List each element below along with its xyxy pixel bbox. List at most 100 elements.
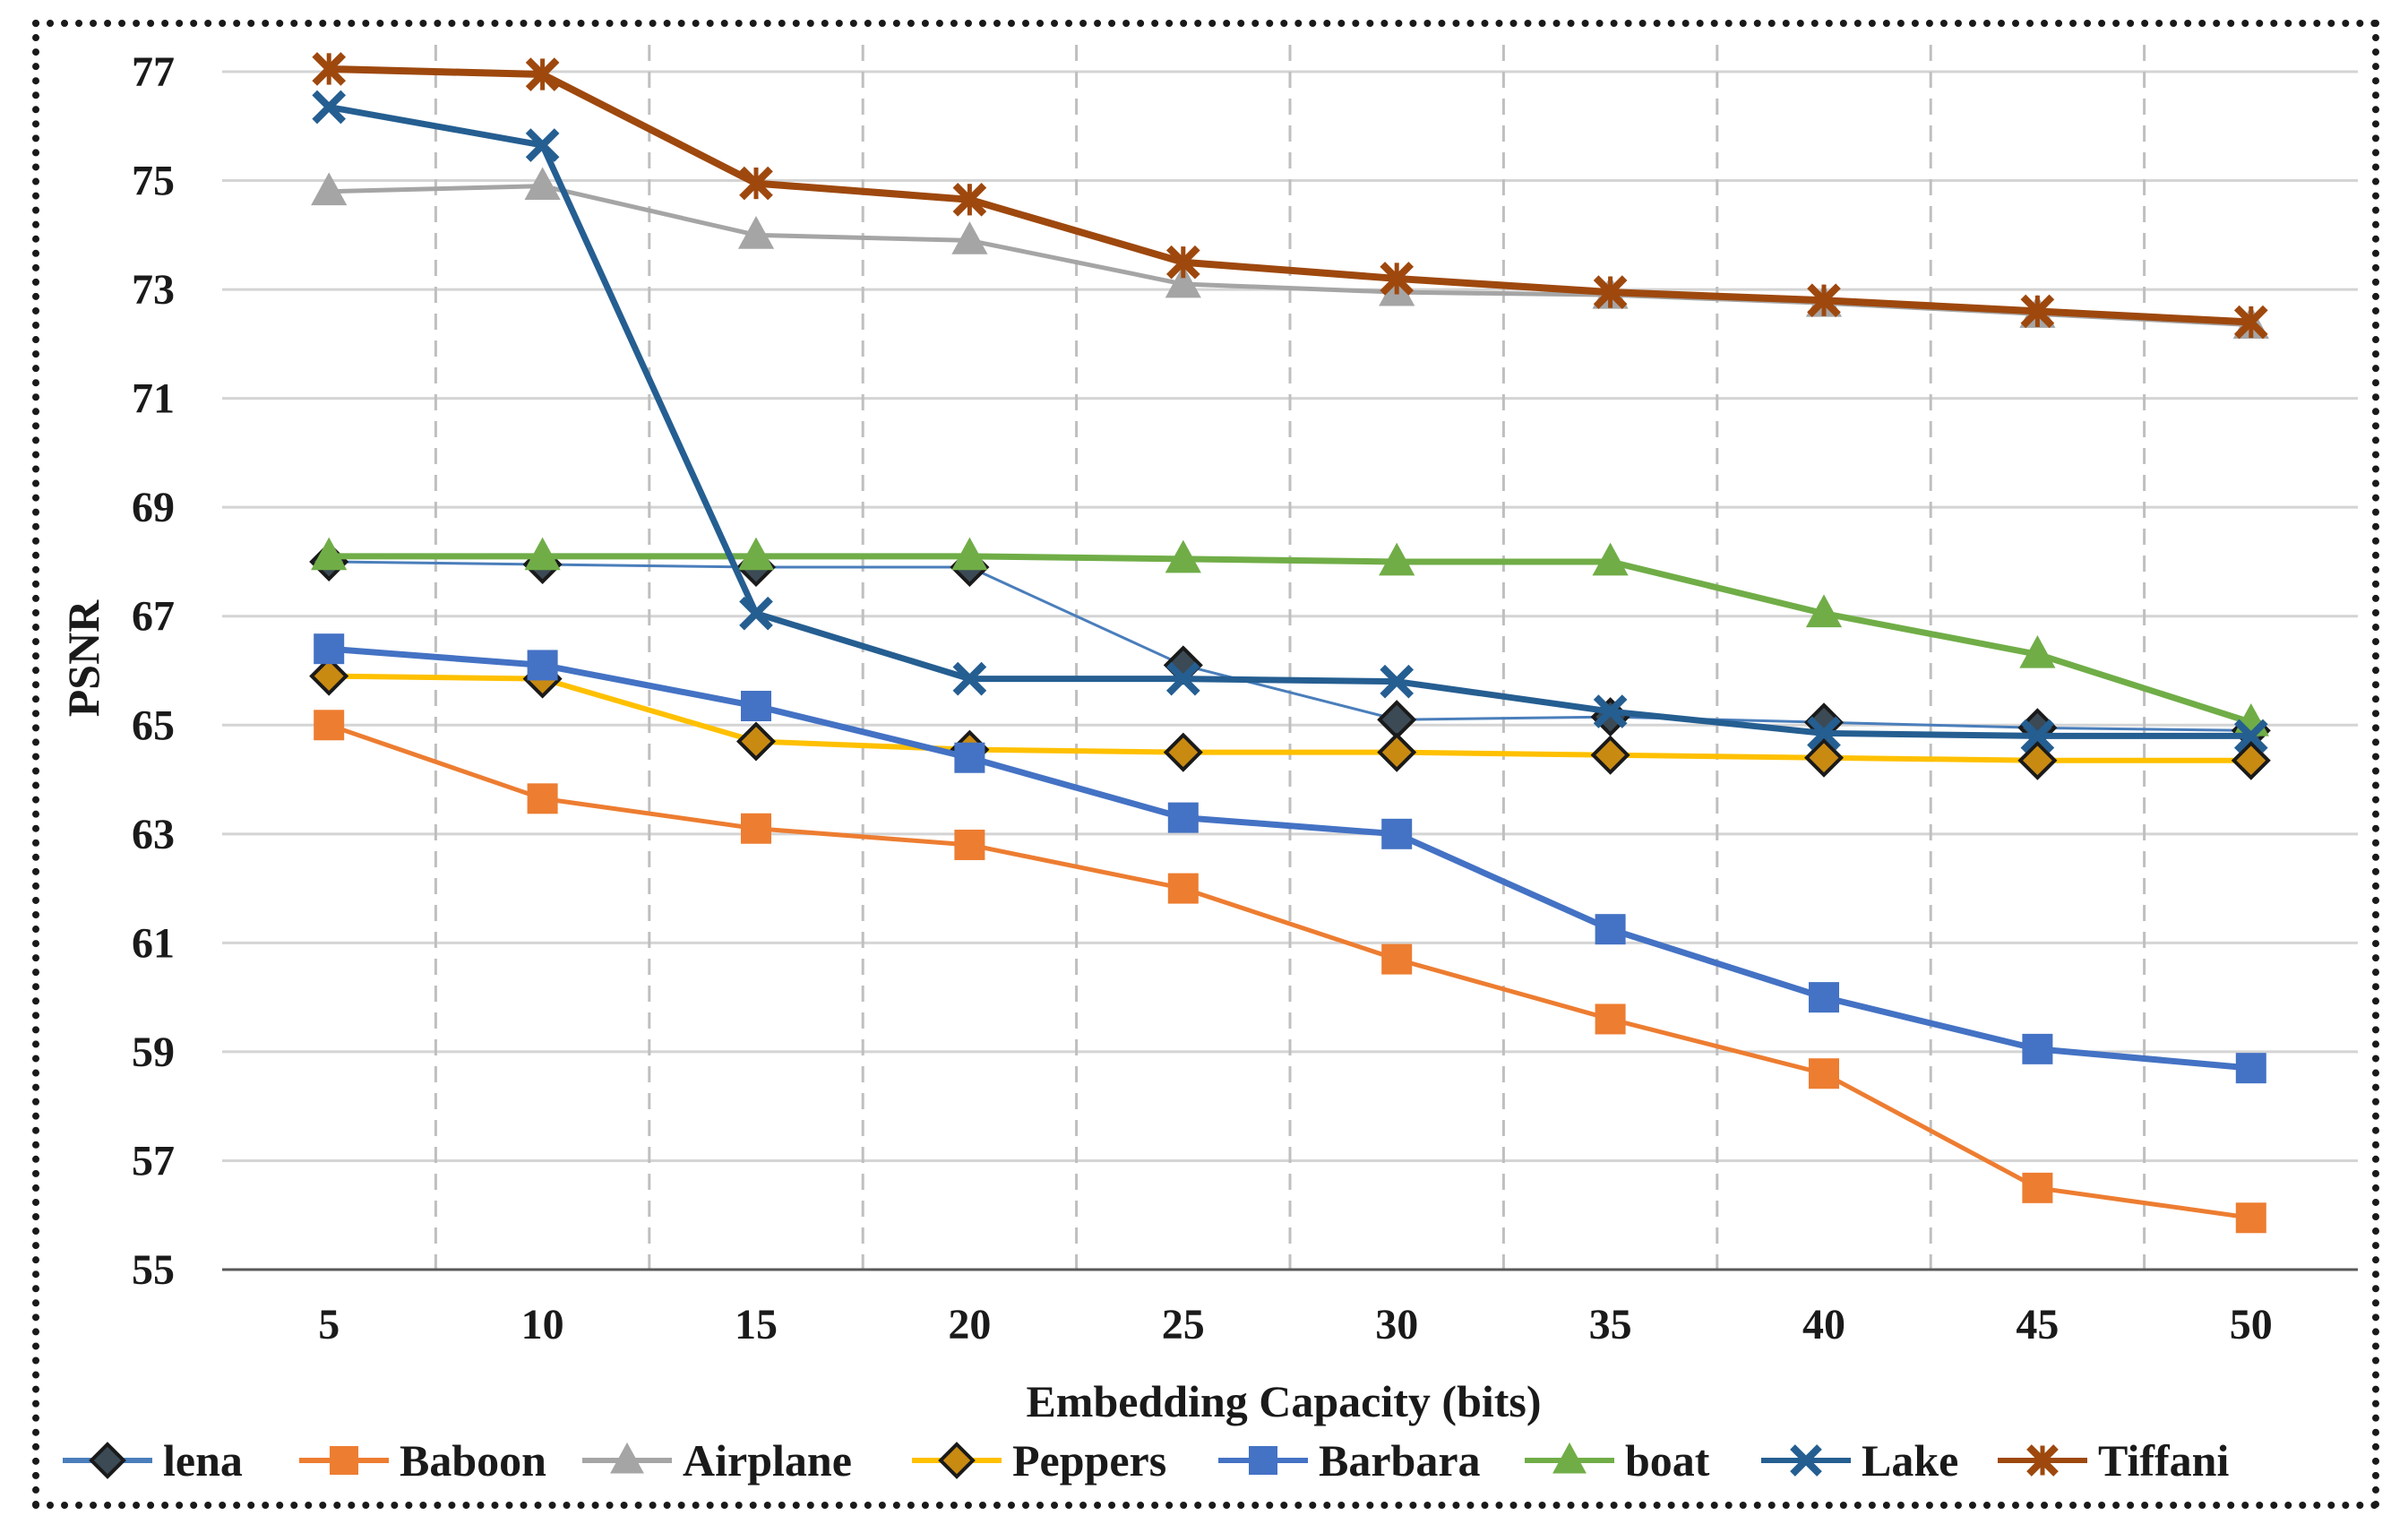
- legend-label: Airplane: [683, 1435, 852, 1486]
- y-tick-label: 71: [132, 375, 175, 423]
- data-point-marker: [954, 742, 985, 773]
- data-point-marker: [1380, 664, 1415, 699]
- data-point-marker: [1809, 1058, 1839, 1089]
- data-point-marker: [89, 1442, 126, 1479]
- series-line: [328, 645, 2252, 1072]
- data-point-marker: [1807, 716, 1841, 751]
- data-point-marker: [1165, 245, 1200, 280]
- data-point-marker: [524, 167, 561, 201]
- data-point-marker: [312, 52, 347, 86]
- data-point-marker: [1249, 1446, 1277, 1475]
- data-point-marker: [2022, 1172, 2053, 1203]
- data-point-marker: [741, 813, 771, 844]
- x-tick-label: 35: [1589, 1301, 1632, 1348]
- data-point-marker: [1590, 735, 1630, 775]
- axis-layer: 55 57 59 61 63 65 67 69 71 73 75 77 5 10 15 20 25 30 35 40 4…: [132, 48, 2358, 1348]
- series-line: [328, 722, 2252, 1220]
- data-point-marker: [739, 166, 773, 201]
- y-tick-label: 59: [132, 1029, 175, 1076]
- data-point-marker: [938, 1442, 976, 1479]
- data-point-marker: [1380, 262, 1415, 296]
- x-tick-label: 10: [521, 1301, 564, 1348]
- x-tick-label: 40: [1802, 1301, 1845, 1348]
- data-point-marker: [2233, 719, 2268, 754]
- data-point-marker: [2022, 1033, 2053, 1064]
- x-tick-label: 15: [735, 1301, 778, 1348]
- data-point-marker: [2235, 1202, 2266, 1234]
- series-baboon: [314, 710, 2266, 1234]
- legend-item-tiffani: Tiffani: [1998, 1435, 2229, 1486]
- data-point-marker: [737, 537, 775, 571]
- series-peppers: [309, 656, 2271, 780]
- data-point-marker: [1790, 1444, 1822, 1477]
- data-point-marker: [737, 216, 775, 249]
- x-tick-label: 50: [2230, 1301, 2273, 1348]
- data-point-marker: [2017, 740, 2058, 780]
- data-point-marker: [314, 633, 345, 665]
- legend-label: Tiffani: [2098, 1435, 2229, 1486]
- data-point-marker: [527, 783, 558, 814]
- data-point-marker: [2020, 294, 2055, 329]
- legend-item-lena: lena: [63, 1435, 243, 1486]
- data-point-marker: [951, 537, 988, 571]
- data-point-marker: [311, 172, 348, 206]
- data-point-marker: [951, 221, 988, 254]
- series-line: [329, 553, 2252, 726]
- data-point-marker: [739, 596, 773, 631]
- legend-label: Baboon: [400, 1435, 546, 1486]
- data-point-marker: [1377, 732, 1417, 772]
- data-point-marker: [1552, 1442, 1587, 1474]
- data-point-marker: [2231, 740, 2271, 780]
- data-point-marker: [524, 537, 561, 571]
- y-tick-label: 69: [132, 484, 175, 531]
- data-point-marker: [1165, 264, 1201, 298]
- x-axis-title: Embedding Capacity (bits): [1026, 1376, 1541, 1426]
- data-point-marker: [1805, 594, 1843, 628]
- legend-item-peppers: Peppers: [912, 1435, 1166, 1486]
- x-tick-label: 30: [1375, 1301, 1418, 1348]
- series-barbara: [314, 633, 2266, 1084]
- legend-item-lake: Lake: [1761, 1435, 1958, 1486]
- data-point-marker: [1163, 732, 1203, 772]
- data-point-marker: [1381, 943, 1413, 975]
- series-line: [329, 65, 2252, 326]
- series-line: [329, 673, 2251, 763]
- data-point-marker: [1593, 694, 1628, 728]
- y-tick-label: 57: [132, 1137, 175, 1184]
- x-tick-label: 25: [1162, 1301, 1205, 1348]
- data-point-marker: [1379, 542, 1415, 576]
- data-point-marker: [1377, 700, 1417, 740]
- legend-label: Barbara: [1319, 1435, 1481, 1486]
- data-point-marker: [314, 710, 345, 741]
- legend-item-airplane: Airplane: [582, 1435, 852, 1486]
- data-point-marker: [1595, 914, 1626, 945]
- y-tick-label: 63: [132, 811, 175, 858]
- legend-label: lena: [163, 1435, 243, 1486]
- data-point-marker: [312, 90, 347, 125]
- series-line: [329, 560, 2251, 732]
- y-tick-label: 73: [132, 266, 175, 314]
- y-tick-label: 65: [132, 702, 175, 749]
- data-point-marker: [1592, 542, 1629, 576]
- data-point-marker: [311, 537, 348, 571]
- grid-layer: [222, 45, 2358, 1270]
- y-tick-label: 55: [132, 1246, 175, 1294]
- data-point-marker: [952, 182, 987, 217]
- data-point-marker: [1809, 982, 1839, 1013]
- data-point-marker: [1165, 661, 1200, 696]
- data-point-marker: [525, 57, 560, 91]
- series-boat: [311, 537, 2269, 736]
- legend: lena Baboon Airplane Peppers Barbara boat Lake…: [63, 1435, 2229, 1486]
- x-tick-label: 5: [318, 1301, 340, 1348]
- data-point-marker: [1167, 873, 1199, 904]
- data-point-marker: [610, 1442, 644, 1474]
- legend-item-boat: boat: [1525, 1435, 1710, 1486]
- data-point-marker: [1165, 539, 1201, 573]
- data-point-marker: [1807, 283, 1841, 318]
- data-point-marker: [952, 661, 987, 696]
- data-point-marker: [2020, 719, 2055, 754]
- data-point-marker: [741, 691, 771, 722]
- data-point-marker: [525, 128, 560, 162]
- series-tiffani: [312, 52, 2268, 340]
